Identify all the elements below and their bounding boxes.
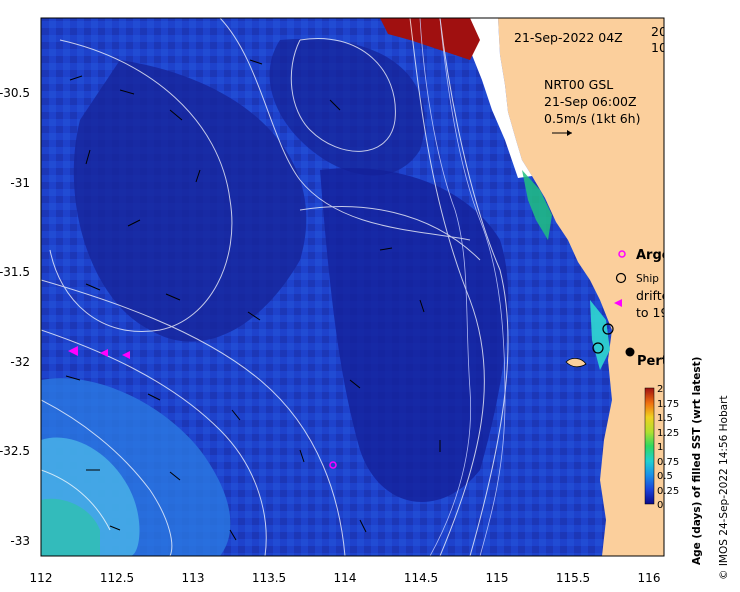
- legend-argo-symbol: [618, 250, 626, 258]
- land-mass: [498, 18, 664, 556]
- colorbar-tick-0: 0: [657, 500, 663, 511]
- rottnest-island: [565, 358, 587, 368]
- y-tick-32.5: -32.5: [0, 444, 30, 458]
- legend-ship-label: Ship: [636, 273, 659, 285]
- map-plot-area: 21-Sep-2022 04Z 200m 1000m NRT00 GSL 21-…: [41, 18, 717, 556]
- coastal-green-strip: [522, 170, 552, 240]
- x-tick-113: 113: [182, 571, 205, 585]
- current-scale-arrowhead: [567, 130, 572, 136]
- y-tick-30.5: -30.5: [0, 86, 30, 100]
- map-date-label: 21-Sep-2022 04Z: [514, 30, 623, 45]
- legend-drifters-label-1: drifters@6h: [636, 288, 709, 303]
- x-tick-112.5: 112.5: [100, 571, 134, 585]
- x-tick-116: 116: [638, 571, 661, 585]
- perth-marker: [625, 347, 635, 357]
- city-label-perth: Perth: [637, 354, 677, 369]
- current-info-scale: 0.5m/s (1kt 6h): [544, 111, 640, 126]
- x-tick-114.5: 114.5: [404, 571, 438, 585]
- dark-eddy-north: [269, 38, 425, 176]
- colorbar-tick-1: 1: [657, 442, 663, 453]
- drifter-markers: [68, 346, 130, 359]
- y-tick-31.5: -31.5: [0, 265, 30, 279]
- colorbar-tick-1.25: 1.25: [657, 428, 679, 439]
- colorbar-tick-0.75: 0.75: [657, 457, 679, 468]
- y-tick-31: -31: [10, 176, 30, 190]
- x-tick-114: 114: [334, 571, 357, 585]
- current-vectors: [65, 59, 441, 541]
- dark-eddy-west: [73, 60, 307, 342]
- legend-drifters-label-2: to 19/09 12Z: [636, 305, 717, 320]
- current-info-time: 21-Sep 06:00Z: [544, 94, 637, 109]
- old-data-patch: [380, 18, 480, 60]
- y-tick-33: -33: [10, 534, 30, 548]
- coastal-cyan-strip: [590, 300, 610, 370]
- colorbar-tick-1.5: 1.5: [657, 413, 673, 424]
- x-tick-112: 112: [30, 571, 53, 585]
- y-axis-ticks: -30.5 -31 -31.5 -32 -32.5 -33: [0, 86, 30, 548]
- colorbar: [644, 387, 655, 505]
- legend-ship-symbol: [615, 272, 627, 284]
- coastal-green-patch: [41, 498, 100, 556]
- x-tick-115: 115: [486, 571, 509, 585]
- x-tick-115.5: 115.5: [556, 571, 590, 585]
- ship-marker-1: [602, 323, 614, 335]
- y-tick-32: -32: [10, 355, 30, 369]
- current-info-source: NRT00 GSL: [544, 77, 613, 92]
- drifter-marker-3: [122, 351, 130, 359]
- credit-text: © IMOS 24-Sep-2022 14:56 Hobart: [718, 396, 730, 581]
- isobath-label-1000m: 1000m: [651, 40, 695, 55]
- colorbar-tick-1.75: 1.75: [657, 399, 679, 410]
- isobath-lines: [419, 18, 506, 556]
- isobath-label-200m: 200m: [651, 24, 687, 39]
- colorbar-title: Age (days) of filled SST (wrt latest): [691, 357, 703, 565]
- legend-drifter-symbol: [614, 299, 622, 307]
- cloud-gap-north: [460, 18, 532, 178]
- x-axis-ticks: 112 112.5 113 113.5 114 114.5 115 115.5 …: [30, 571, 661, 585]
- map-frame: [40, 17, 665, 557]
- colorbar-tick-2: 2: [657, 384, 663, 395]
- legend-argo-label: Argo: [636, 248, 671, 263]
- ssh-contours: [41, 18, 509, 556]
- argo-float-marker: [329, 461, 337, 469]
- drifter-marker-1: [68, 346, 78, 356]
- drifter-marker-2: [100, 349, 108, 357]
- x-tick-113.5: 113.5: [252, 571, 286, 585]
- colorbar-ticks: 0 0.25 0.5 0.75 1 1.25 1.5 1.75 2: [657, 384, 679, 511]
- ship-marker-2: [592, 342, 604, 354]
- colorbar-tick-0.25: 0.25: [657, 486, 679, 497]
- dark-shelf-region: [320, 168, 509, 503]
- colorbar-tick-0.5: 0.5: [657, 471, 673, 482]
